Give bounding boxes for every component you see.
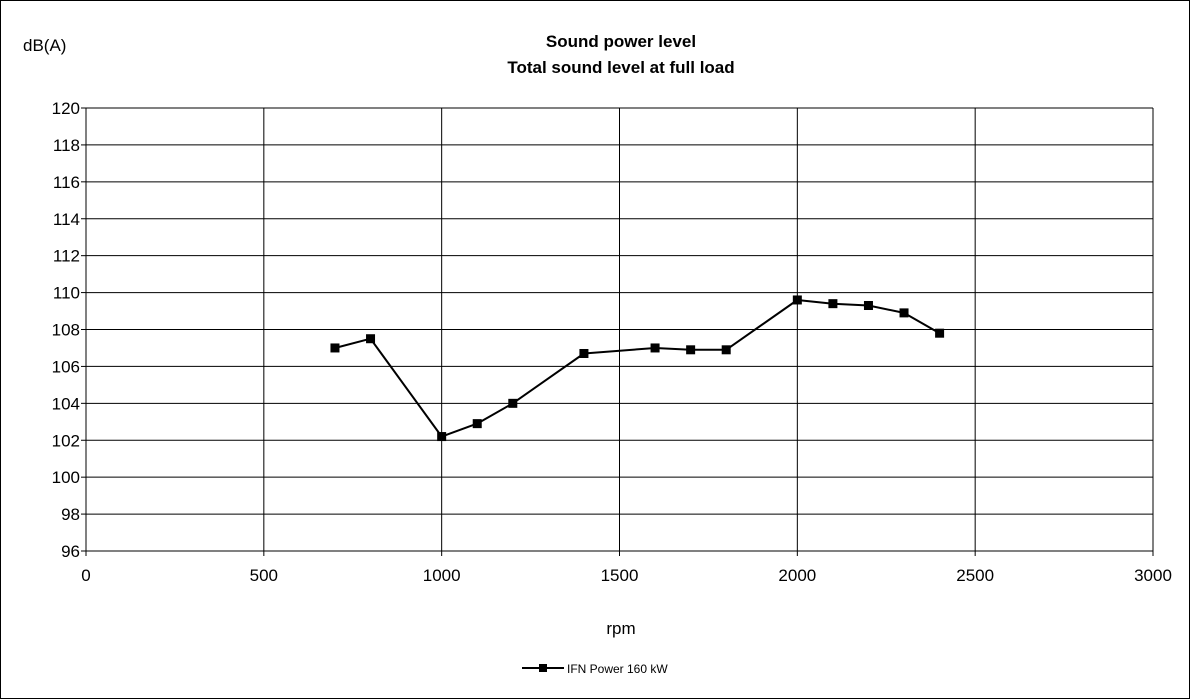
x-tick-label: 500 [250, 566, 278, 585]
data-point [899, 308, 909, 318]
data-point [330, 343, 340, 353]
x-tick-labels: 0 500 1000 1500 2000 2500 3000 [81, 566, 1172, 585]
x-tick-label: 1000 [423, 566, 461, 585]
series-line [334, 299, 941, 438]
data-point [366, 334, 376, 344]
y-tick-label: 96 [61, 542, 80, 561]
data-point [721, 345, 731, 355]
data-point [828, 299, 838, 309]
data-point [686, 345, 696, 355]
data-point [792, 295, 802, 305]
x-tick-label: 2500 [956, 566, 994, 585]
data-point [508, 398, 518, 408]
y-tick-label: 102 [52, 431, 80, 450]
data-point [472, 419, 482, 429]
y-tick-label: 112 [53, 247, 80, 266]
x-tick-label: 2000 [778, 566, 816, 585]
x-axis-label: rpm [606, 619, 635, 638]
data-point [579, 348, 589, 358]
data-point [650, 343, 660, 353]
data-point [863, 301, 873, 311]
y-tick-label: 120 [52, 99, 80, 118]
chart-subtitle: Total sound level at full load [507, 58, 734, 77]
y-tick-labels: 96 98 100 102 104 106 108 110 112 114 116 118 120 [52, 99, 80, 561]
y-tick-label: 114 [53, 210, 80, 229]
y-tick-label: 98 [61, 505, 80, 524]
y-tick-label: 100 [52, 468, 80, 487]
grid-lines [81, 107, 1154, 556]
series-layer [330, 295, 945, 442]
x-tick-label: 1500 [601, 566, 639, 585]
y-axis-label: dB(A) [23, 36, 66, 55]
legend-label: IFN Power 160 kW [567, 662, 668, 676]
y-tick-label: 118 [53, 136, 80, 155]
y-tick-label: 106 [52, 357, 80, 376]
x-tick-label: 0 [81, 566, 90, 585]
y-tick-label: 108 [52, 321, 80, 340]
legend-marker [539, 664, 547, 672]
y-tick-label: 104 [52, 394, 80, 413]
y-tick-label: 110 [53, 284, 80, 303]
data-point [437, 432, 447, 442]
y-tick-label: 116 [53, 173, 80, 192]
legend: IFN Power 160 kW [522, 662, 668, 676]
x-tick-label: 3000 [1134, 566, 1172, 585]
data-point [935, 328, 945, 338]
chart-title: Sound power level [546, 32, 696, 51]
